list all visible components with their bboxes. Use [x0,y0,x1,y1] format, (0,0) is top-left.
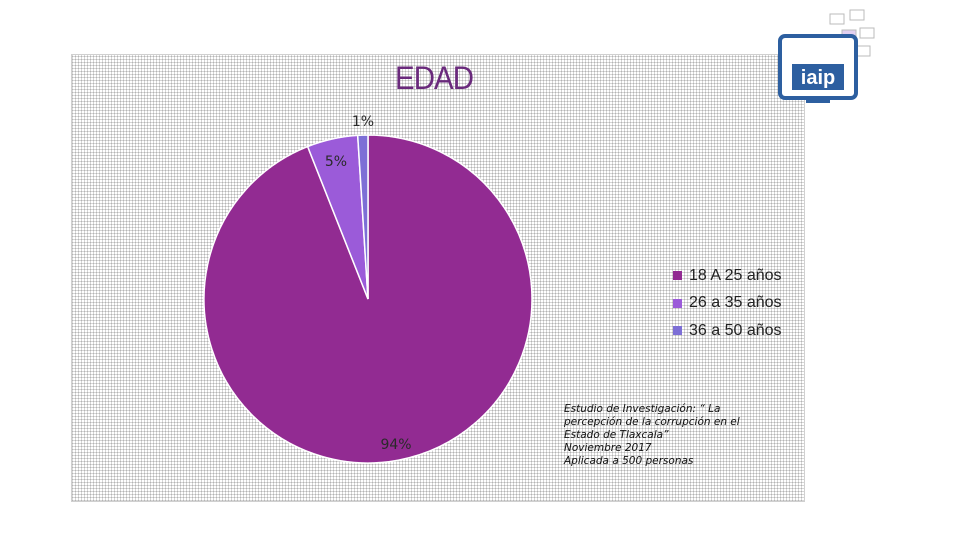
legend-swatch-26-35 [673,298,682,308]
pie-data-label-3: 1% [352,114,374,130]
legend-item-26-35: 26 a 35 años [673,290,782,318]
source-line-2: percepción de la corrupción en el [564,416,740,428]
pie-data-label-2: 5% [325,154,347,170]
legend-label-36-50: 36 a 50 años [689,321,782,339]
source-note: Estudio de Investigación: “ La percepció… [564,403,774,468]
chart-title: EDAD [395,60,474,96]
legend-item-18-25: 18 A 25 años [673,262,782,290]
legend-label-18-25: 18 A 25 años [689,266,782,284]
legend-label-26-35: 26 a 35 años [689,294,782,312]
legend-item-36-50: 36 a 50 años [673,317,782,345]
source-line-1: Estudio de Investigación: “ La [564,403,721,415]
pie-slice-3 [356,134,369,300]
legend-swatch-18-25 [673,271,682,281]
source-line-3: Estado de Tlaxcala” [564,429,669,441]
source-line-5: Aplicada a 500 personas [564,455,694,467]
source-line-4: Noviembre 2017 [564,442,652,454]
logo-text: iaip [801,67,835,89]
chart-legend: 18 A 25 años 26 a 35 años 36 a 50 años [673,262,782,345]
pie-data-label-1: 94% [380,437,411,453]
iaip-logo-icon: iaip [778,9,875,103]
legend-swatch-36-50 [673,326,682,336]
